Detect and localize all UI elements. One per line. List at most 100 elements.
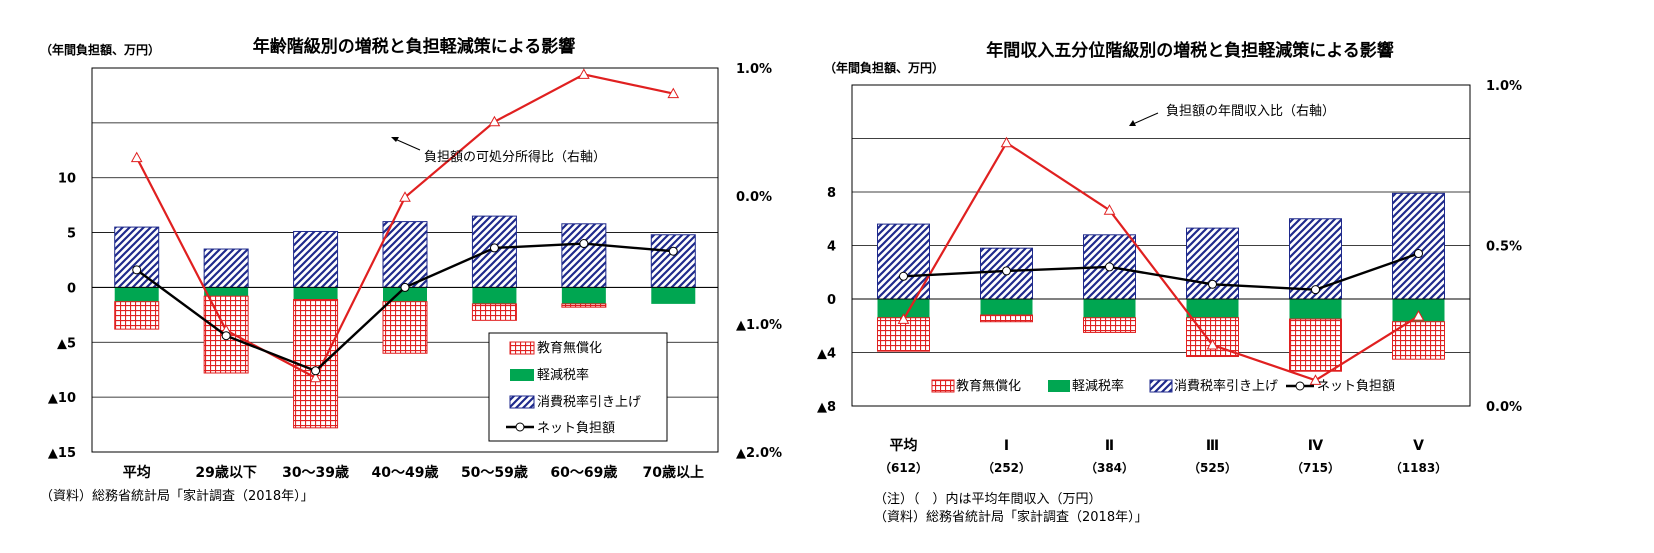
- legend-swatch-hike: [509, 395, 535, 409]
- bar-reduced-tax-rate: [980, 299, 1033, 316]
- bar-consumption-tax-hike: [561, 223, 607, 288]
- category-sublabel: （612）: [879, 460, 928, 475]
- category-labels: 平均 Ⅰ Ⅱ Ⅲ Ⅳ Ⅴ （612） （252） （384） （525） （715） （1183）: [879, 437, 1447, 475]
- legend-marker-net: [515, 422, 525, 432]
- bar-free-education: [382, 301, 428, 354]
- bar-free-education: [1186, 317, 1239, 358]
- y-axis-ticks: 10 5 0 ▲5 ▲10 ▲15: [48, 172, 76, 461]
- y-tick-label: ▲8: [817, 400, 836, 415]
- net-point: [1414, 249, 1423, 259]
- bar-free-education: [114, 301, 160, 330]
- category-label: 40～49歳: [372, 464, 439, 481]
- y-tick-label: 5: [67, 227, 76, 242]
- legend-label-net: ネット負担額: [1317, 379, 1395, 394]
- y2-tick-label: 0.5%: [1486, 240, 1522, 255]
- lines: [897, 136, 1425, 385]
- legend-label-edu: 教育無償化: [956, 378, 1021, 394]
- chart-title: 年間収入五分位階級別の増税と負担軽減策による影響: [986, 40, 1394, 61]
- bar-free-education: [980, 314, 1033, 323]
- y-tick-label: ▲10: [48, 391, 76, 406]
- annotation-label: 負担額の年間収入比（右軸）: [1166, 104, 1335, 119]
- legend-marker-net: [1295, 381, 1305, 391]
- category-sublabel: （715）: [1291, 460, 1340, 475]
- annotation-arrow: [394, 138, 421, 151]
- y-tick-label: ▲5: [57, 336, 76, 351]
- category-label: Ⅴ: [1413, 438, 1424, 454]
- footnote: （注）（ ）内は平均年間収入（万円）: [874, 491, 1102, 507]
- net-point: [1311, 285, 1320, 295]
- category-label: Ⅱ: [1105, 438, 1114, 454]
- bar-reduced-tax-rate: [204, 287, 249, 297]
- y-tick-label: 0: [67, 281, 76, 296]
- category-sublabel: （525）: [1188, 460, 1237, 475]
- annotation-arrow: [1132, 112, 1159, 125]
- legend-swatch-edu: [931, 379, 955, 393]
- bar-reduced-tax-rate: [114, 287, 159, 302]
- legend-swatch-hike: [1149, 379, 1173, 393]
- category-label: 70歳以上: [643, 464, 704, 481]
- legend-label-net: ネット負担額: [537, 421, 615, 436]
- net-point: [899, 271, 908, 281]
- bar-consumption-tax-hike: [382, 221, 428, 288]
- y2-tick-label: ▲1.0%: [736, 318, 782, 333]
- gridlines: [852, 138, 1470, 353]
- ratio-point: [399, 191, 411, 202]
- legend-swatch-reduced: [1048, 380, 1070, 392]
- ratio-point: [897, 313, 910, 324]
- y2-tick-label: 0.0%: [1486, 400, 1522, 415]
- category-label: 29歳以下: [195, 464, 256, 481]
- bar-consumption-tax-hike: [471, 215, 517, 288]
- net-point: [311, 366, 321, 376]
- bar-consumption-tax-hike: [203, 248, 249, 288]
- ratio-point: [1206, 338, 1219, 350]
- category-label: 平均: [123, 464, 151, 481]
- bar-free-education: [293, 298, 339, 429]
- category-sublabel: （252）: [982, 460, 1031, 475]
- bar-consumption-tax-hike: [650, 234, 696, 288]
- bar-reduced-tax-rate: [1289, 299, 1342, 320]
- line-net-burden: [903, 252, 1419, 291]
- bar-reduced-tax-rate: [293, 287, 338, 300]
- bar-reduced-tax-rate: [1186, 299, 1239, 318]
- bar-reduced-tax-rate: [472, 287, 517, 304]
- bar-free-education: [1289, 318, 1342, 372]
- ratio-point: [488, 115, 501, 127]
- category-label: Ⅰ: [1004, 438, 1009, 454]
- annotation-arrowhead: [1129, 120, 1136, 126]
- net-point: [400, 282, 410, 292]
- ratio-point: [1412, 310, 1425, 321]
- bar-reduced-tax-rate: [651, 287, 696, 304]
- chart-age: 年齢階級別の増税と負担軽減策による影響 （年間負担額、万円） 10 5 0 ▲5 ▲10…: [40, 36, 782, 504]
- y2-tick-label: 1.0%: [1486, 79, 1522, 94]
- ratio-point: [1103, 204, 1116, 215]
- legend: 教育無償化 軽減税率 消費税率引き上げ ネット負担額: [931, 378, 1395, 394]
- ratio-point: [1000, 136, 1013, 148]
- lines: [130, 68, 680, 383]
- ratio-point: [1309, 374, 1322, 385]
- legend-label-reduced: 軽減税率: [1072, 378, 1124, 394]
- line-burden-ratio: [902, 141, 1420, 382]
- net-point: [579, 239, 589, 249]
- bar-consumption-tax-hike: [293, 230, 339, 288]
- y-axis-unit: （年間負担額、万円）: [824, 60, 944, 75]
- annotation-label: 負担額の可処分所得比（右軸）: [424, 149, 606, 165]
- legend-swatch-reduced: [510, 369, 534, 381]
- category-sublabel: （1183）: [1390, 460, 1447, 475]
- legend-swatch-edu: [509, 341, 535, 355]
- legend: 教育無償化 軽減税率 消費税率引き上げ ネット負担額: [488, 332, 668, 442]
- net-point: [1002, 266, 1011, 276]
- bar-consumption-tax-hike: [114, 226, 160, 288]
- legend-label-edu: 教育無償化: [537, 340, 602, 356]
- ratio-point: [578, 68, 590, 79]
- plot-area: [91, 67, 719, 453]
- ratio-point: [667, 87, 680, 99]
- category-label: Ⅲ: [1206, 438, 1219, 454]
- y-tick-label: ▲4: [817, 347, 836, 362]
- category-label: 60～69歳: [550, 464, 617, 481]
- y2-tick-label: 1.0%: [736, 62, 772, 77]
- y-tick-label: 10: [58, 172, 76, 187]
- category-label: 平均: [890, 437, 918, 454]
- source-note: （資料）総務省統計局「家計調査（2018年）」: [40, 488, 314, 504]
- net-point: [668, 246, 678, 256]
